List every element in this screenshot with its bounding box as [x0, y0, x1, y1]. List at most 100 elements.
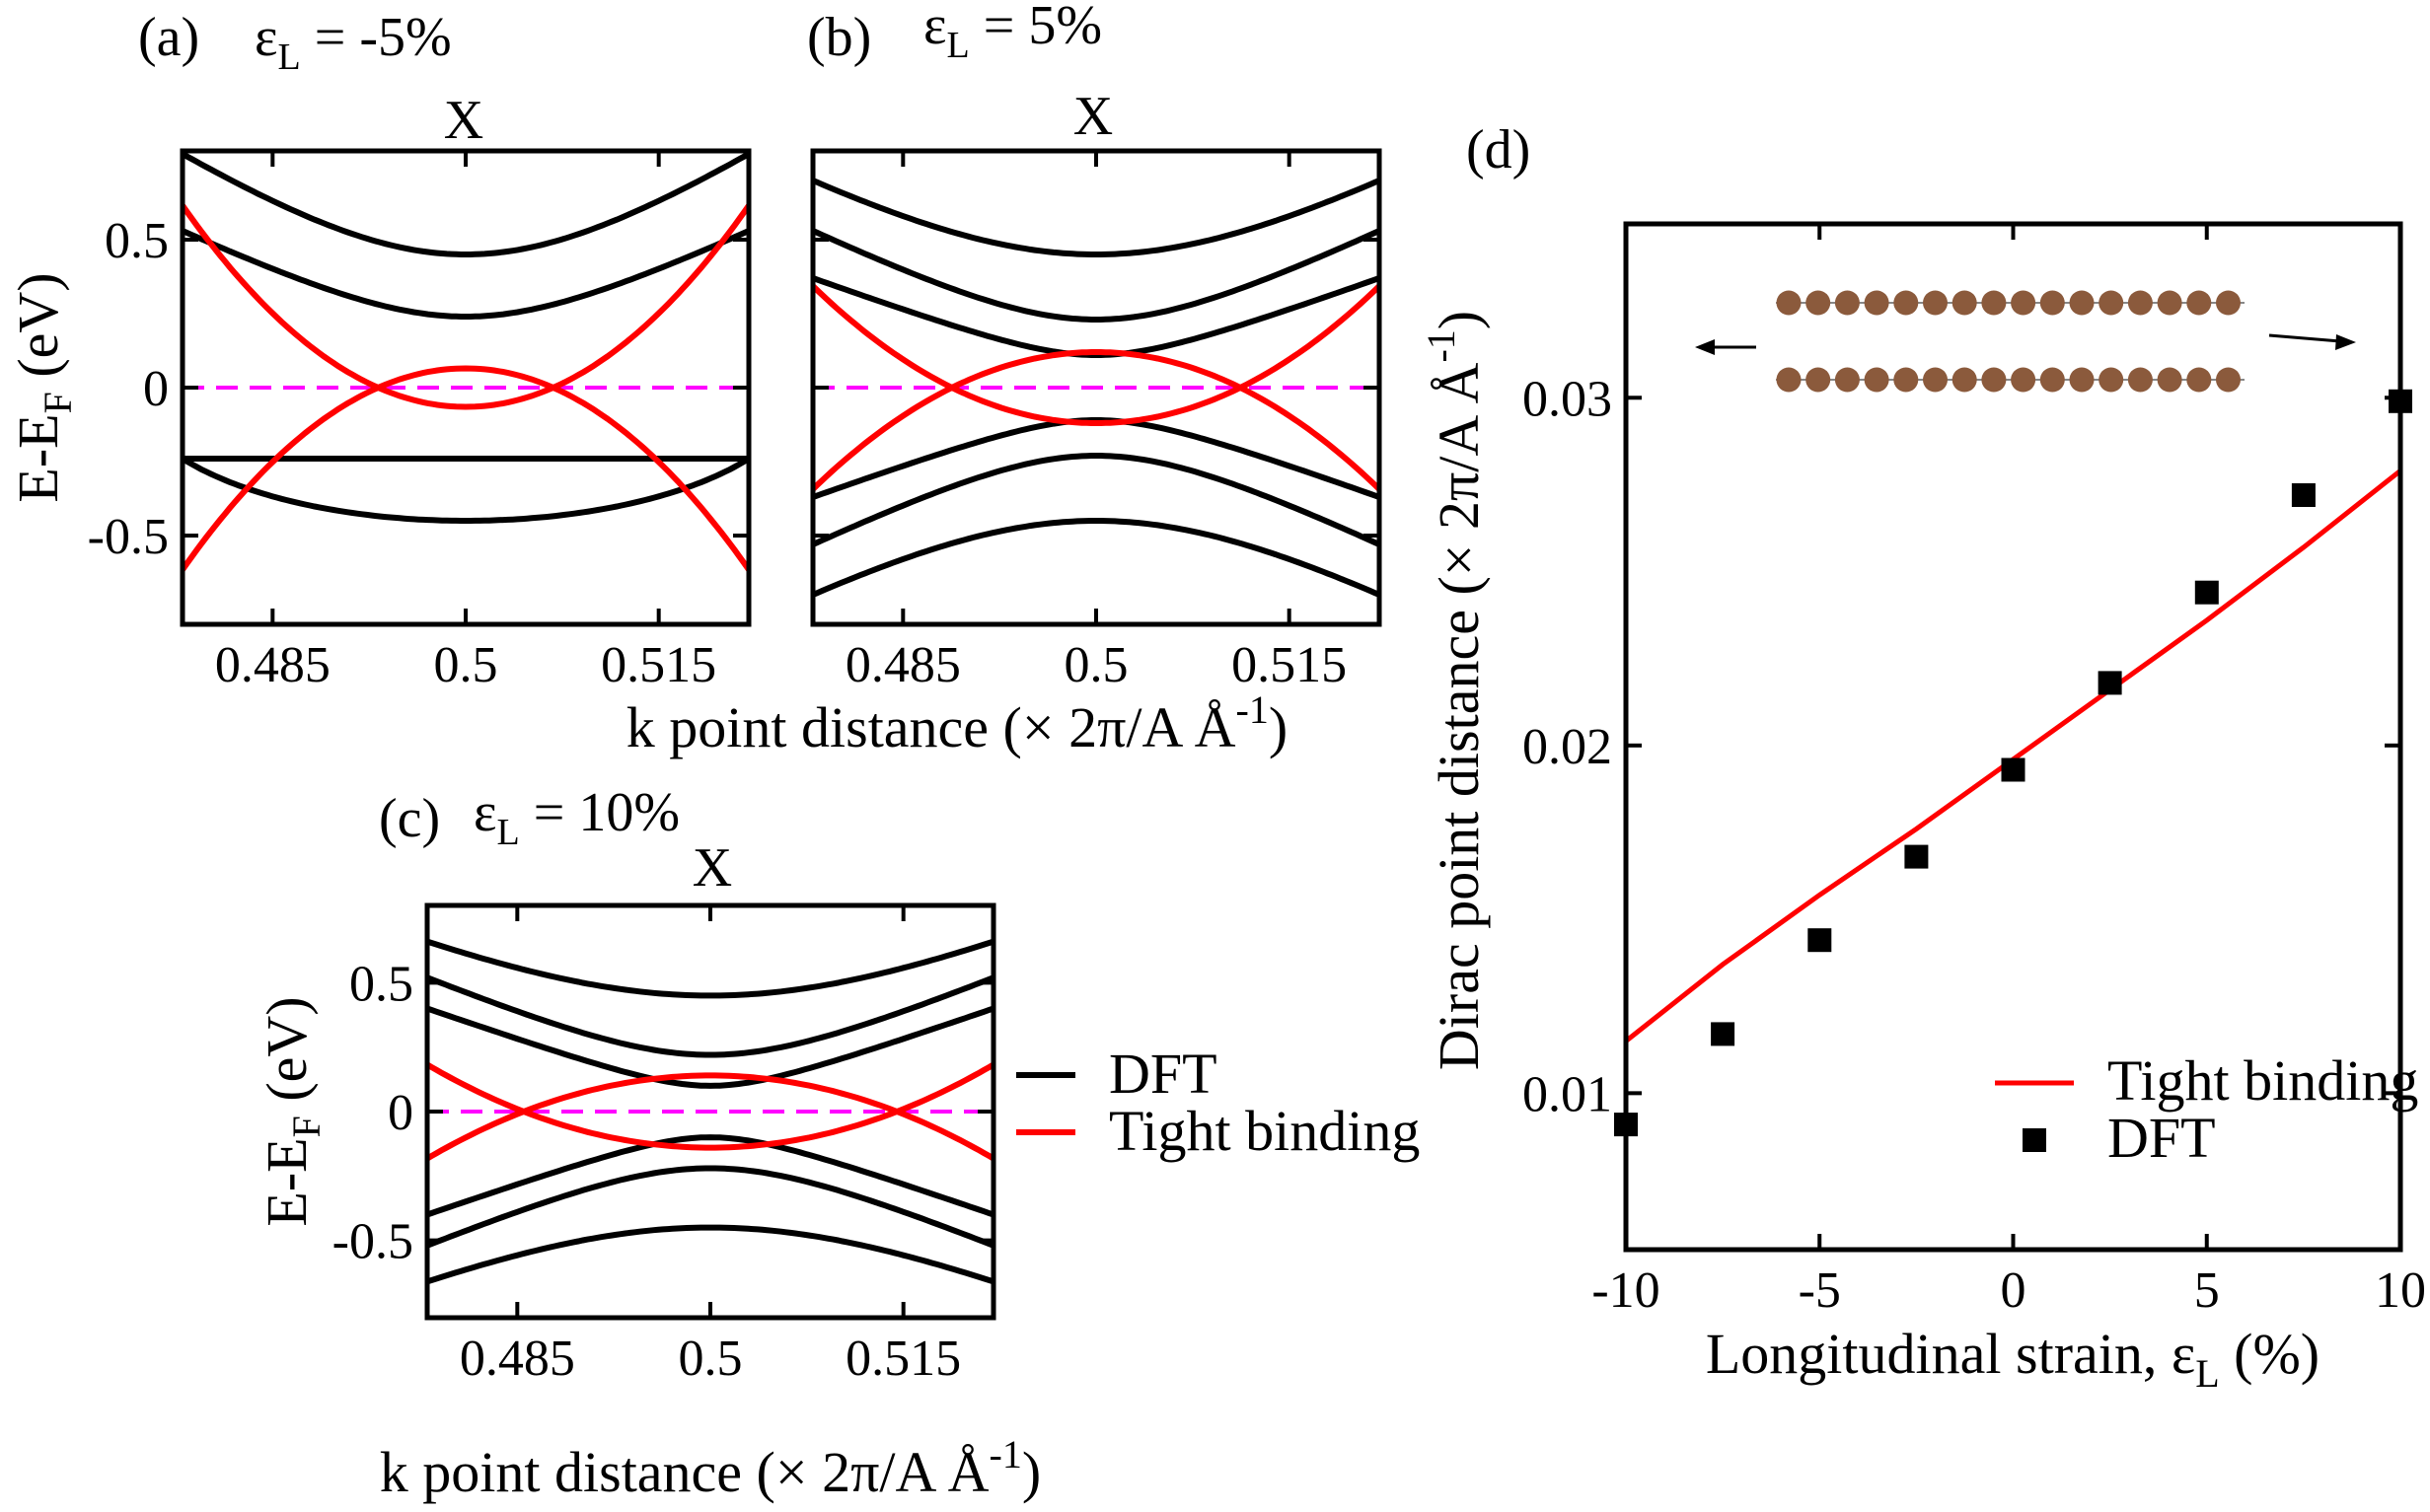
- panel-b-tight-binding-band: [813, 283, 1379, 426]
- left-arrow-icon: [1695, 339, 1715, 355]
- panel-b-x-point-label: X: [1073, 86, 1113, 147]
- panel-b-dft-band: [813, 178, 1379, 257]
- legend-tight-binding-label: Tight binding: [1109, 1099, 1420, 1163]
- panel-c-xtick-label: 0.5: [679, 1331, 743, 1387]
- panel-b-dft-band: [813, 228, 1379, 323]
- panel-c: (c) εL = 10% X 0.485 0.5 0.515 -0.5 0 0.5 k p…: [255, 782, 1420, 1504]
- atom: [1923, 367, 1948, 393]
- legend-d-tight-binding-label: Tight binding: [2107, 1048, 2418, 1113]
- atom: [2216, 367, 2241, 393]
- panel-c-xlabel: k point distance (× 2π/A Å-1): [380, 1432, 1041, 1504]
- panel-b-xtick-label: 0.515: [1231, 637, 1347, 693]
- strain-arrows: [1695, 333, 2356, 355]
- panel-c-legend: DFT Tight binding: [1016, 1042, 1420, 1163]
- dft-point: [1711, 1022, 1735, 1046]
- dft-point: [1904, 844, 1929, 869]
- panel-c-xtick-label: 0.485: [460, 1331, 575, 1387]
- panel-d-xtick-label: 0: [2001, 1262, 2026, 1319]
- panel-d-ylabel: Dirac point distance (× 2π/A Å-1): [1419, 311, 1491, 1070]
- panel-b-tight-binding-band: [813, 349, 1379, 492]
- panel-d-xtick-label: 10: [2375, 1262, 2426, 1319]
- panel-c-x-point-label: X: [693, 837, 732, 899]
- atom: [2069, 290, 2095, 316]
- atom: [1893, 367, 1919, 393]
- tight-binding-line: [1624, 468, 2402, 1044]
- panel-d-xlabel: Longitudinal strain, εL (%): [1706, 1322, 2320, 1396]
- atom: [1893, 290, 1919, 316]
- panel-d-ytick-label: 0.03: [1522, 371, 1612, 427]
- atom: [1834, 290, 1860, 316]
- panel-b-xtick-label: 0.485: [846, 637, 961, 693]
- panel-a-x-point-label: X: [444, 90, 483, 151]
- panel-c-dft-band: [427, 938, 994, 999]
- panel-d-legend: Tight binding DFT: [1995, 1048, 2418, 1170]
- panel-c-ticks: 0.485 0.5 0.515 -0.5 0 0.5: [332, 905, 994, 1387]
- dft-point: [2291, 483, 2316, 507]
- atom: [2157, 367, 2182, 393]
- panel-c-strain: εL = 10%: [474, 782, 680, 853]
- atom: [2127, 290, 2153, 316]
- atom: [2157, 290, 2182, 316]
- atom: [2099, 367, 2124, 393]
- atom: [2186, 290, 2212, 316]
- atom: [2127, 367, 2153, 393]
- panel-b-ticks: 0.485 0.5 0.515: [813, 151, 1379, 693]
- panel-a-bands: [183, 151, 749, 572]
- panel-c-tight-binding-band: [427, 1061, 994, 1151]
- atom: [2216, 290, 2241, 316]
- atom: [1981, 290, 2007, 316]
- dft-point: [2194, 580, 2219, 605]
- panel-a-strain: εL = -5%: [255, 7, 452, 78]
- atom: [1776, 367, 1802, 393]
- panel-d: (d) -10 -5 0 5 10 0.01 0.02 0.03 Tight binding …: [1419, 119, 2426, 1396]
- panel-b-bands: [813, 178, 1379, 598]
- panel-a-ytick-label: 0: [143, 361, 169, 417]
- panel-b-label: (b): [807, 7, 871, 68]
- atom: [1951, 290, 1977, 316]
- atom: [2186, 367, 2212, 393]
- panel-c-dft-band: [427, 1134, 994, 1218]
- panel-a-ylabel: E-EF (eV): [6, 272, 80, 502]
- panel-c-dft-band: [427, 974, 994, 1058]
- panel-c-ytick-label: 0: [388, 1085, 413, 1141]
- panel-a-tight-binding-band: [183, 365, 749, 572]
- panel-a-xtick-label: 0.515: [601, 637, 716, 693]
- panel-c-label: (c): [379, 788, 440, 849]
- panel-b-dft-band: [813, 518, 1379, 598]
- panel-d-ytick-label: 0.01: [1522, 1066, 1612, 1122]
- atom: [2039, 367, 2065, 393]
- atom: [1805, 290, 1831, 316]
- panel-c-bands: [427, 938, 994, 1285]
- panel-b: (b) εL = 5% X 0.485 0.5 0.515: [807, 0, 1382, 693]
- panel-a-ticks: 0.485 0.5 0.515 -0.5 0 0.5: [88, 151, 749, 693]
- legend-dft-label: DFT: [1109, 1042, 1217, 1106]
- panel-a-dft-band: [183, 151, 749, 257]
- panel-a-tight-binding-band: [183, 203, 749, 410]
- panel-c-dft-band: [427, 1005, 994, 1089]
- atom: [1805, 367, 1831, 393]
- atom: [2099, 290, 2124, 316]
- panel-a-xlabel: k point distance (× 2π/A Å-1): [626, 687, 1288, 759]
- panel-b-xtick-label: 0.5: [1065, 637, 1129, 693]
- panel-c-ylabel: E-EF (eV): [255, 996, 329, 1226]
- panel-d-ticks: -10 -5 0 5 10 0.01 0.02 0.03: [1522, 224, 2426, 1319]
- panel-d-ytick-label: 0.02: [1522, 719, 1612, 775]
- atom: [2011, 367, 2036, 393]
- dft-point: [2001, 757, 2025, 782]
- panel-d-plot: [1614, 389, 2412, 1137]
- atom: [2011, 290, 2036, 316]
- panel-c-ytick-label: 0.5: [349, 956, 413, 1012]
- atom: [1951, 367, 1977, 393]
- panel-a-label: (a): [138, 7, 199, 68]
- atom: [2069, 367, 2095, 393]
- right-arrow-shaft: [2268, 333, 2341, 343]
- atom: [1834, 367, 1860, 393]
- panel-b-strain: εL = 5%: [923, 0, 1102, 66]
- legend-d-dft-label: DFT: [2107, 1106, 2216, 1170]
- atom: [1923, 290, 1948, 316]
- dft-point: [2098, 671, 2122, 695]
- panel-d-label: (d): [1466, 119, 1530, 180]
- atom: [1864, 290, 1889, 316]
- panel-a-dft-band: [183, 456, 749, 524]
